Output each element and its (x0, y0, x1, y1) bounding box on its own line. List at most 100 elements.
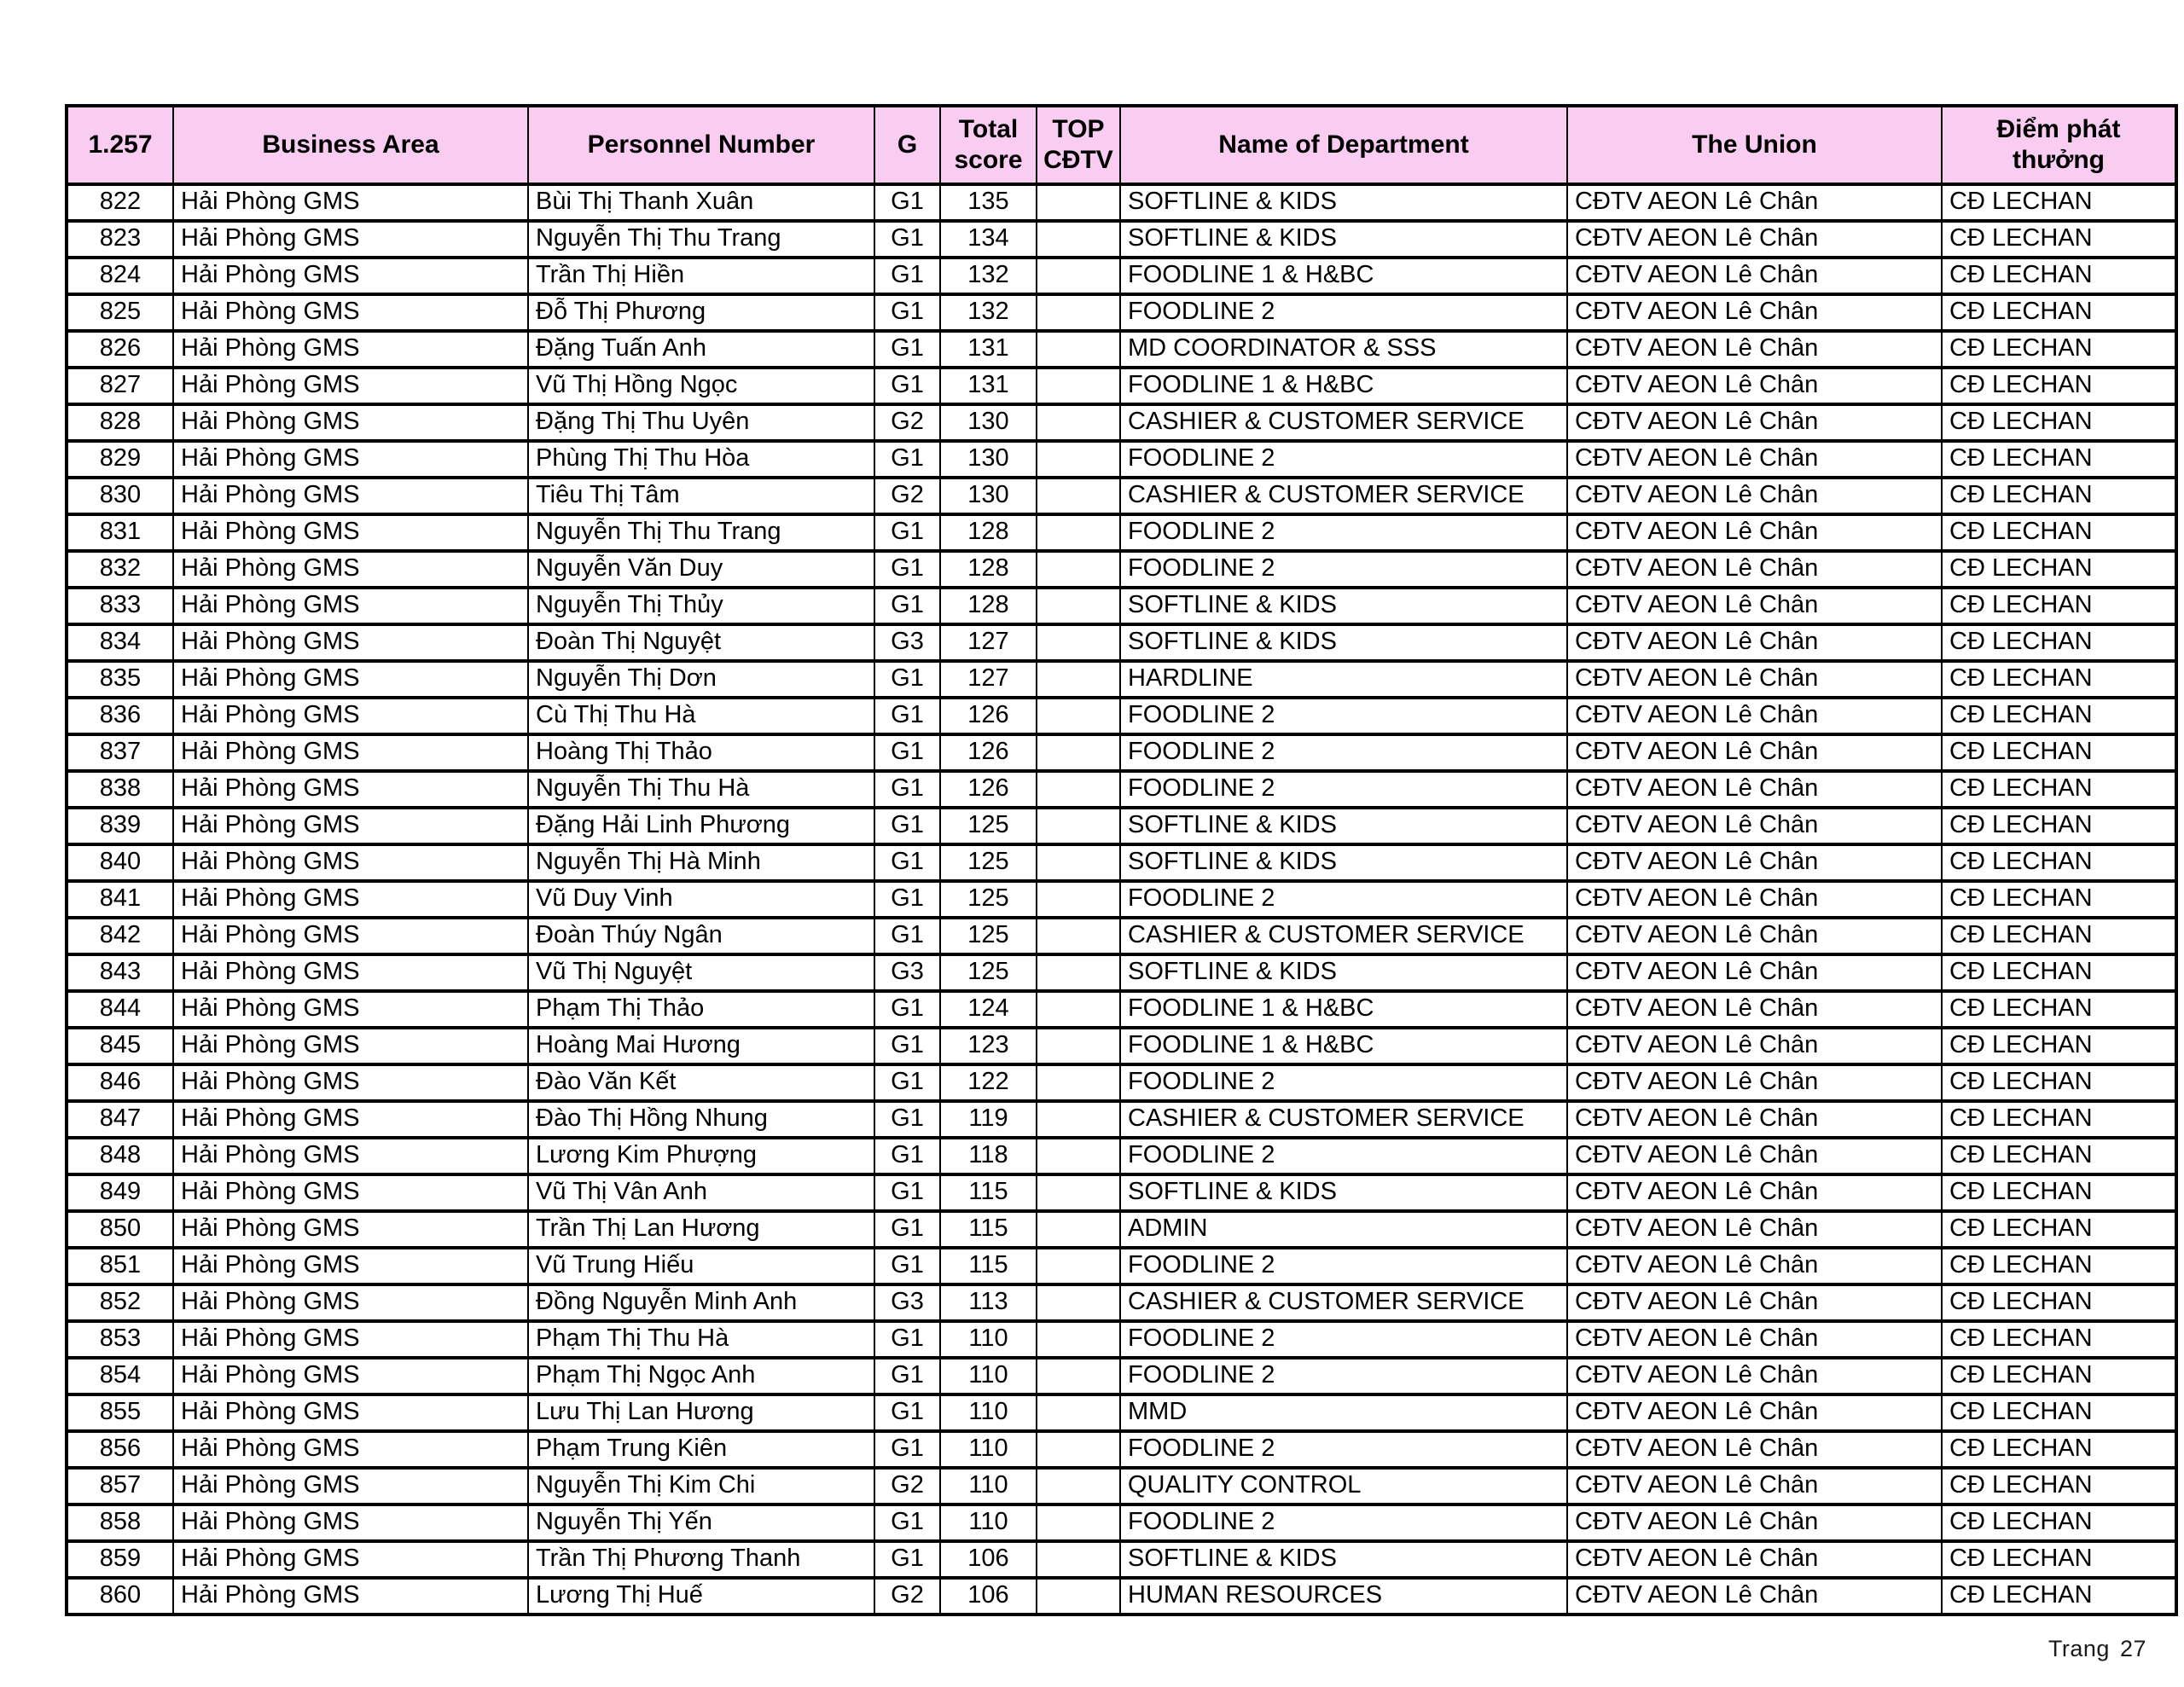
union-cell: CĐTV AEON Lê Chân (1566, 916, 1943, 956)
reward-point-cell: CĐ LECHAN (1941, 1246, 2177, 1286)
union-cell: CĐTV AEON Lê Chân (1566, 1173, 1943, 1213)
reward-point-cell: CĐ LECHAN (1941, 366, 2177, 406)
business-area-cell: Hải Phòng GMS (172, 623, 529, 663)
total-score-cell: 130 (939, 439, 1037, 479)
personnel-number-cell: Lương Thị Huế (527, 1576, 875, 1616)
total-score-cell: 128 (939, 586, 1037, 626)
row-number-cell: 842 (66, 916, 174, 956)
union-cell: CĐTV AEON Lê Chân (1566, 1209, 1943, 1249)
row-number-cell: 843 (66, 953, 174, 993)
reward-point-cell: CĐ LECHAN (1941, 1283, 2177, 1323)
reward-point-cell: CĐ LECHAN (1941, 806, 2177, 846)
total-score-cell: 122 (939, 1063, 1037, 1103)
business-area-cell: Hải Phòng GMS (172, 586, 529, 626)
department-cell: FOODLINE 2 (1119, 1063, 1568, 1103)
personnel-number-cell: Lương Kim Phượng (527, 1136, 875, 1176)
table-row: 841 Hải Phòng GMS Vũ Duy Vinh G1 125 FOODLINE… (66, 879, 2177, 919)
business-area-cell: Hải Phòng GMS (172, 513, 529, 553)
department-cell: CASHIER & CUSTOMER SERVICE (1119, 1283, 1568, 1323)
row-number-cell: 841 (66, 879, 174, 919)
reward-point-cell: CĐ LECHAN (1941, 623, 2177, 663)
total-score-cell: 118 (939, 1136, 1037, 1176)
top-cdtv-cell (1036, 1099, 1121, 1139)
page-footer: Trang 27 (2048, 1636, 2146, 1662)
row-number-cell: 830 (66, 476, 174, 516)
reward-point-cell: CĐ LECHAN (1941, 219, 2177, 259)
personnel-number-cell: Phạm Thị Thảo (527, 989, 875, 1029)
header-row: 1.257 Business Area Personnel Number G T… (66, 104, 2177, 186)
grade-cell: G1 (874, 1173, 941, 1213)
reward-point-cell: CĐ LECHAN (1941, 1466, 2177, 1506)
row-number-cell: 852 (66, 1283, 174, 1323)
business-area-cell: Hải Phòng GMS (172, 733, 529, 773)
grade-cell: G2 (874, 1576, 941, 1616)
union-cell: CĐTV AEON Lê Chân (1566, 1393, 1943, 1433)
personnel-number-cell: Phạm Thị Ngọc Anh (527, 1356, 875, 1396)
union-cell: CĐTV AEON Lê Chân (1566, 1283, 1943, 1323)
table-header: 1.257 Business Area Personnel Number G T… (66, 104, 2177, 186)
total-score-cell: 125 (939, 806, 1037, 846)
personnel-number-cell: Lưu Thị Lan Hương (527, 1393, 875, 1433)
header-department: Name of Department (1119, 104, 1568, 186)
department-cell: MD COORDINATOR & SSS (1119, 329, 1568, 369)
union-cell: CĐTV AEON Lê Chân (1566, 989, 1943, 1029)
union-cell: CĐTV AEON Lê Chân (1566, 439, 1943, 479)
personnel-number-cell: Đỗ Thị Phương (527, 293, 875, 333)
department-cell: FOODLINE 2 (1119, 879, 1568, 919)
grade-cell: G1 (874, 1246, 941, 1286)
department-cell: MMD (1119, 1393, 1568, 1433)
department-cell: FOODLINE 2 (1119, 769, 1568, 809)
union-cell: CĐTV AEON Lê Chân (1566, 733, 1943, 773)
grade-cell: G1 (874, 1136, 941, 1176)
union-cell: CĐTV AEON Lê Chân (1566, 769, 1943, 809)
top-cdtv-cell (1036, 586, 1121, 626)
business-area-cell: Hải Phòng GMS (172, 329, 529, 369)
top-cdtv-cell (1036, 329, 1121, 369)
row-number-cell: 829 (66, 439, 174, 479)
footer-page-number: 27 (2119, 1636, 2146, 1661)
grade-cell: G1 (874, 366, 941, 406)
grade-cell: G1 (874, 1099, 941, 1139)
business-area-cell: Hải Phòng GMS (172, 1319, 529, 1359)
table-row: 836 Hải Phòng GMS Cù Thị Thu Hà G1 126 FOODLI… (66, 696, 2177, 736)
row-number-cell: 836 (66, 696, 174, 736)
reward-point-cell: CĐ LECHAN (1941, 293, 2177, 333)
grade-cell: G1 (874, 219, 941, 259)
union-cell: CĐTV AEON Lê Chân (1566, 513, 1943, 553)
table-row: 832 Hải Phòng GMS Nguyễn Văn Duy G1 128 FOODL… (66, 549, 2177, 589)
union-cell: CĐTV AEON Lê Chân (1566, 1026, 1943, 1066)
total-score-cell: 126 (939, 696, 1037, 736)
total-score-cell: 110 (939, 1319, 1037, 1359)
department-cell: SOFTLINE & KIDS (1119, 806, 1568, 846)
grade-cell: G2 (874, 1466, 941, 1506)
row-number-cell: 860 (66, 1576, 174, 1616)
personnel-number-cell: Vũ Thị Nguyệt (527, 953, 875, 993)
department-cell: FOODLINE 2 (1119, 1136, 1568, 1176)
department-cell: FOODLINE 2 (1119, 513, 1568, 553)
header-reward-point: Điểm phát thưởng (1941, 104, 2177, 186)
reward-point-cell: CĐ LECHAN (1941, 696, 2177, 736)
top-cdtv-cell (1036, 219, 1121, 259)
union-cell: CĐTV AEON Lê Chân (1566, 549, 1943, 589)
top-cdtv-cell (1036, 806, 1121, 846)
department-cell: FOODLINE 2 (1119, 1356, 1568, 1396)
table-row: 824 Hải Phòng GMS Trần Thị Hiền G1 132 FOODLI… (66, 256, 2177, 296)
row-number-cell: 846 (66, 1063, 174, 1103)
grade-cell: G1 (874, 1429, 941, 1470)
top-cdtv-cell (1036, 769, 1121, 809)
personnel-number-cell: Vũ Duy Vinh (527, 879, 875, 919)
row-number-cell: 835 (66, 659, 174, 699)
table-row: 855 Hải Phòng GMS Lưu Thị Lan Hương G1 110 MM… (66, 1393, 2177, 1433)
reward-point-cell: CĐ LECHAN (1941, 439, 2177, 479)
table-row: 848 Hải Phòng GMS Lương Kim Phượng G1 118 FOO… (66, 1136, 2177, 1176)
union-cell: CĐTV AEON Lê Chân (1566, 329, 1943, 369)
top-cdtv-cell (1036, 1429, 1121, 1470)
total-score-cell: 125 (939, 843, 1037, 883)
total-score-cell: 127 (939, 623, 1037, 663)
department-cell: FOODLINE 2 (1119, 549, 1568, 589)
table-row: 847 Hải Phòng GMS Đào Thị Hồng Nhung G1 119 C… (66, 1099, 2177, 1139)
reward-point-cell: CĐ LECHAN (1941, 1099, 2177, 1139)
grade-cell: G3 (874, 1283, 941, 1323)
top-cdtv-cell (1036, 293, 1121, 333)
